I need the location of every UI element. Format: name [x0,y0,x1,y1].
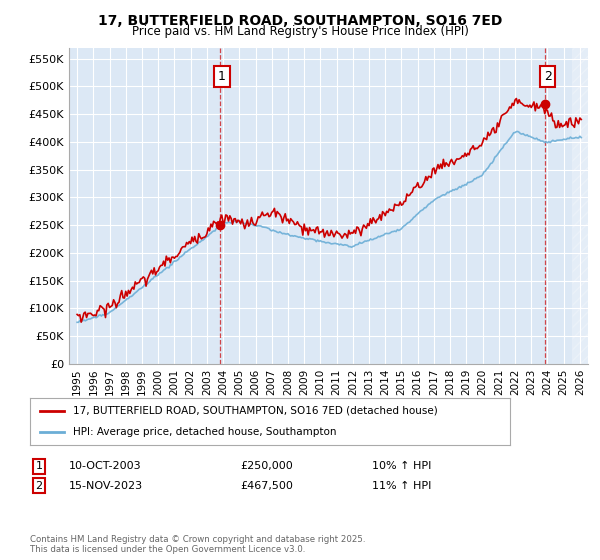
Text: 15-NOV-2023: 15-NOV-2023 [69,480,143,491]
Bar [572,48,596,364]
Text: 10% ↑ HPI: 10% ↑ HPI [372,461,431,472]
Text: 1: 1 [218,70,226,83]
Text: Contains HM Land Registry data © Crown copyright and database right 2025.
This d: Contains HM Land Registry data © Crown c… [30,535,365,554]
Text: 2: 2 [544,70,551,83]
Text: £467,500: £467,500 [240,480,293,491]
Text: 10-OCT-2003: 10-OCT-2003 [69,461,142,472]
Text: HPI: Average price, detached house, Southampton: HPI: Average price, detached house, Sout… [73,427,337,437]
Text: 11% ↑ HPI: 11% ↑ HPI [372,480,431,491]
Text: 17, BUTTERFIELD ROAD, SOUTHAMPTON, SO16 7ED (detached house): 17, BUTTERFIELD ROAD, SOUTHAMPTON, SO16 … [73,406,438,416]
Text: 1: 1 [35,461,43,472]
Text: Price paid vs. HM Land Registry's House Price Index (HPI): Price paid vs. HM Land Registry's House … [131,25,469,38]
Text: 2: 2 [35,480,43,491]
Text: 17, BUTTERFIELD ROAD, SOUTHAMPTON, SO16 7ED: 17, BUTTERFIELD ROAD, SOUTHAMPTON, SO16 … [98,14,502,28]
Text: £250,000: £250,000 [240,461,293,472]
